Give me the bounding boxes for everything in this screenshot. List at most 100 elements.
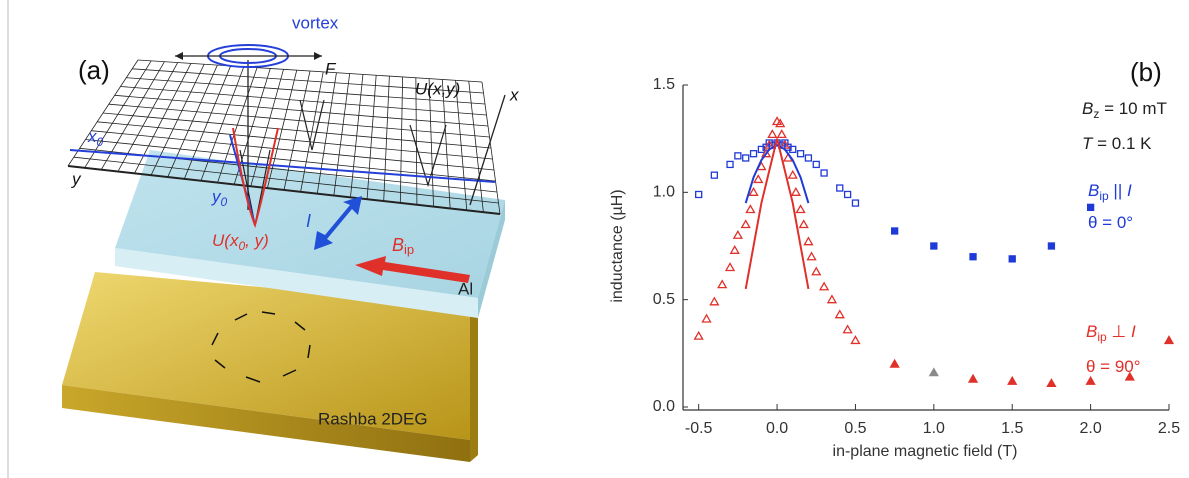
annotation-part: B <box>1082 99 1093 118</box>
data-point <box>798 219 809 229</box>
data-point <box>767 129 778 139</box>
data-point <box>784 143 792 151</box>
data-point <box>734 152 742 160</box>
data-point <box>851 199 860 207</box>
field-label: Bip <box>392 235 414 258</box>
mesh-line <box>91 130 495 171</box>
mesh-line <box>137 59 483 83</box>
data-point <box>836 184 844 192</box>
annotation: Bip || I <box>1088 181 1132 203</box>
mesh-line <box>132 68 484 94</box>
annotation-part: ip <box>1097 330 1107 344</box>
data-point <box>789 145 797 154</box>
data-point <box>776 129 787 139</box>
y0-label: y0 <box>211 187 228 209</box>
annotation-part: I <box>1127 181 1132 200</box>
data-point <box>818 281 830 291</box>
annotation: Bip ⊥ I <box>1086 322 1136 344</box>
al-front <box>115 248 478 318</box>
y-tick-label: 1.0 <box>653 184 675 201</box>
y-axis-title: inductance (µH) <box>609 189 626 302</box>
annotation: θ = 0° <box>1088 213 1133 232</box>
annotation-part: || <box>1109 181 1127 200</box>
annotation: θ = 90° <box>1086 357 1141 376</box>
data-point <box>1008 255 1016 263</box>
annotation-part: T <box>1082 134 1094 153</box>
x-tick-label: 0.0 <box>766 420 788 437</box>
data-point <box>803 236 814 246</box>
annotation-part: ip <box>1099 189 1109 203</box>
mesh-line <box>85 139 496 182</box>
current-arrow <box>314 196 362 250</box>
data-point <box>757 145 766 154</box>
data-point <box>693 330 704 340</box>
cut-curve <box>232 127 279 229</box>
mesh-line <box>102 112 492 149</box>
substrate-side <box>470 300 478 462</box>
x0-line <box>69 149 496 183</box>
data-point <box>753 174 764 184</box>
mesh-line <box>126 77 486 105</box>
data-point <box>806 251 817 261</box>
current-label: I <box>306 211 311 231</box>
data-point <box>1163 335 1175 345</box>
data-point <box>1046 378 1057 388</box>
x-tick-label: 1.0 <box>923 420 945 437</box>
mesh-line <box>114 94 489 127</box>
force-label: F <box>325 59 337 78</box>
substrate-front <box>62 385 470 462</box>
mesh-line <box>67 165 501 215</box>
data-point <box>967 373 979 383</box>
y-tick-label: 1.5 <box>653 76 675 93</box>
data-point <box>701 313 712 323</box>
data-point <box>850 335 861 345</box>
annotation-part: = 10 mT <box>1099 99 1167 118</box>
data-point <box>826 294 838 304</box>
data-point <box>740 219 751 229</box>
data-point <box>724 262 736 272</box>
panel-label: (a) <box>78 55 110 85</box>
annotation: T = 0.1 K <box>1082 134 1152 153</box>
annotation-part: θ = 90° <box>1086 357 1141 376</box>
data-point <box>760 148 772 158</box>
substrate-top <box>62 272 470 440</box>
annotation-part: ⊥ <box>1107 322 1131 341</box>
al-top <box>115 150 505 298</box>
data-point <box>795 204 806 214</box>
data-point <box>726 160 734 169</box>
y-tick-label: 0.0 <box>653 398 675 415</box>
data-point <box>1085 375 1096 385</box>
x-tick-label: -0.5 <box>685 420 713 437</box>
potential-label: U(x,y) <box>415 79 460 98</box>
al-label: Al <box>458 279 473 298</box>
y-tick-label: 0.5 <box>653 291 675 308</box>
cut-label: U(x0, y) <box>212 231 269 253</box>
data-point <box>732 229 743 239</box>
data-point <box>709 296 720 306</box>
data-point <box>710 171 719 179</box>
data-point <box>764 139 775 149</box>
spin-arrows <box>211 311 311 383</box>
data-point <box>748 187 759 196</box>
data-point <box>749 150 758 158</box>
annotation-part: z <box>1093 107 1099 121</box>
al-side <box>478 200 505 318</box>
x-tick-label: 2.5 <box>1158 420 1180 437</box>
data-point <box>843 190 852 199</box>
data-point <box>742 154 750 162</box>
fit-curve <box>744 138 810 290</box>
y-axis-label: y <box>71 169 82 188</box>
data-point <box>1007 375 1018 385</box>
annotation-part: = 0.1 K <box>1092 134 1152 153</box>
data-point <box>796 150 805 158</box>
data-point <box>1086 203 1095 212</box>
x0-label: x0 <box>87 127 104 149</box>
x-tick-label: 2.0 <box>1079 420 1101 437</box>
data-point <box>834 309 845 319</box>
data-point <box>775 118 786 128</box>
x-axis-label: x <box>509 85 519 104</box>
data-point <box>811 266 822 276</box>
data-point <box>790 187 801 196</box>
data-point <box>804 154 813 162</box>
